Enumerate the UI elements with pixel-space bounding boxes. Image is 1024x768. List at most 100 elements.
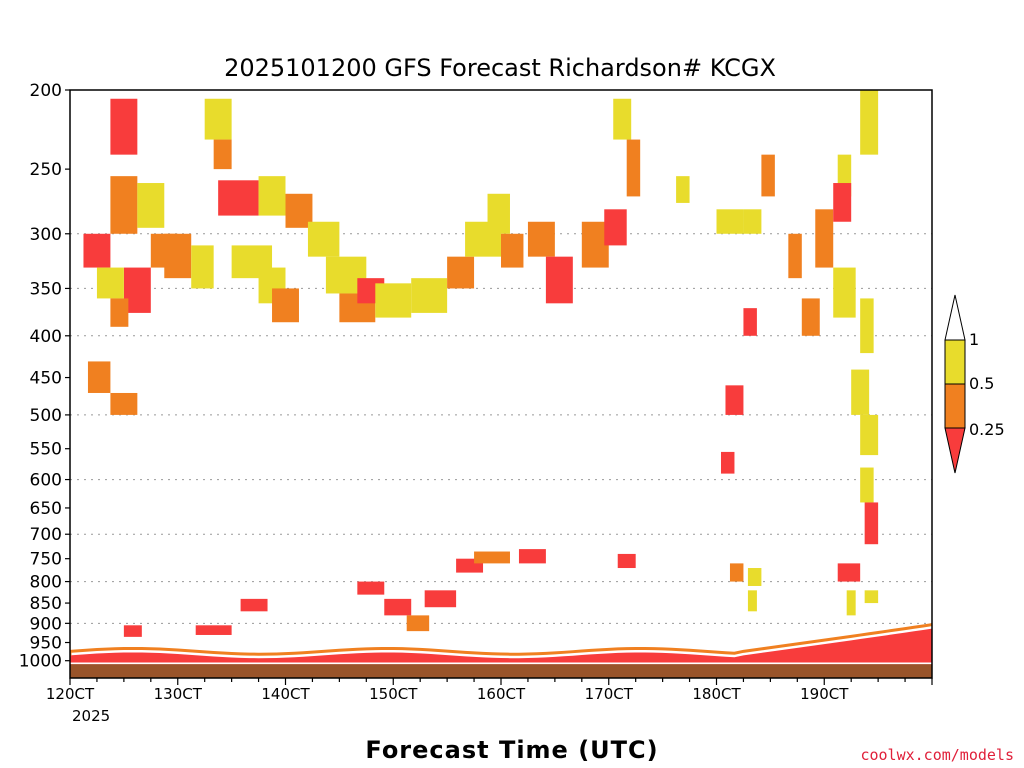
ri-cell: [87, 361, 111, 393]
colorbar-label-1: 1: [969, 330, 979, 349]
ri-cell: [110, 298, 129, 327]
plot-area: [69, 89, 933, 679]
ri-cell: [613, 98, 632, 140]
ri-cell: [110, 98, 138, 155]
ri-cell: [240, 598, 268, 612]
ri-cell: [123, 625, 142, 637]
y-tick-label: 500: [30, 406, 62, 426]
y-tick-label: 350: [30, 279, 62, 299]
x-tick-label: 130CT: [154, 685, 203, 703]
ri-cell: [617, 553, 636, 569]
terrain-fill: [70, 664, 932, 678]
ri-cell: [447, 256, 475, 289]
ri-cell: [164, 233, 192, 279]
colorbar: 1 0.5 0.25: [944, 294, 1005, 474]
x-axis-label: Forecast Time (UTC): [365, 736, 658, 764]
ri-cell: [110, 392, 138, 415]
ri-cell: [864, 590, 879, 604]
ri-cell: [860, 90, 879, 155]
ri-cell: [860, 467, 874, 503]
ri-cell: [424, 590, 457, 608]
colorbar-label-0.5: 0.5: [969, 374, 994, 393]
y-tick-label: 450: [30, 369, 62, 389]
y-axis: 200 250 300 350 400 450 500 550 600 650 700 750 8008…: [19, 81, 70, 672]
ri-cell: [501, 233, 524, 268]
y-tick-label: 750: [30, 550, 62, 570]
ri-cell: [761, 154, 775, 197]
ri-cell: [137, 183, 165, 228]
ri-cell: [191, 245, 214, 289]
ri-cell: [604, 209, 627, 246]
ri-cell: [837, 563, 861, 582]
ri-cell: [747, 568, 762, 586]
boundary-layer: [70, 623, 932, 665]
ri-cell: [788, 233, 802, 279]
colorbar-bin-yellow: [944, 339, 966, 385]
ri-cell: [218, 180, 259, 216]
y-tick-label: 300: [30, 225, 62, 245]
y-tick-label: 250: [30, 160, 62, 180]
ri-cell: [545, 256, 573, 304]
ri-cell: [518, 549, 546, 564]
ri-cell: [860, 298, 874, 354]
ri-cell: [384, 598, 412, 616]
ri-cell: [747, 590, 757, 612]
ri-cell: [851, 369, 870, 415]
boundary-layer-band: [70, 628, 932, 665]
ri-cell: [204, 98, 232, 140]
y-tick-label: 550: [30, 440, 62, 460]
ri-cell: [720, 451, 735, 474]
terrain: [70, 662, 932, 678]
x-tick-label: 120CT: [46, 685, 95, 703]
x-tick-label: 190CT: [800, 685, 849, 703]
ri-cell: [527, 221, 555, 257]
y-tick-label: 800: [30, 573, 62, 593]
chart-title: 2025101200 GFS Forecast Richardson# KCGX: [224, 54, 776, 82]
y-tick-label: 950: [30, 634, 62, 654]
ri-cell: [411, 278, 448, 313]
richardson-cells: [83, 90, 879, 637]
credit-link[interactable]: coolwx.com/models: [860, 746, 1014, 764]
y-tick-label: 1000: [19, 652, 62, 672]
ri-cell: [729, 563, 744, 582]
ri-cell: [272, 288, 299, 323]
ri-cell: [83, 233, 111, 268]
y-tick-label: 200: [30, 81, 62, 101]
ri-cell: [195, 625, 232, 635]
ri-cell: [743, 209, 762, 234]
x-year-label: 2025: [72, 707, 110, 725]
colorbar-bin-orange: [944, 383, 966, 429]
colorbar-bin-red: [944, 427, 966, 474]
ri-cell: [258, 176, 286, 216]
boundary-layer-edge: [70, 623, 932, 656]
ri-cell: [743, 308, 757, 336]
colorbar-upper-extension: [944, 294, 966, 341]
x-tick-label: 150CT: [369, 685, 418, 703]
ri-cell: [801, 298, 820, 336]
ri-cell: [357, 581, 385, 595]
plot-frame: [69, 89, 933, 679]
ri-cell: [375, 283, 412, 318]
x-tick-label: 180CT: [692, 685, 741, 703]
y-tick-label: 700: [30, 525, 62, 545]
x-tick-label: 140CT: [261, 685, 310, 703]
x-tick-label: 170CT: [585, 685, 634, 703]
x-axis: 120CT 130CT 140CT 150CT 160CT 170CT 180CT 190CT: [46, 678, 933, 703]
ri-cell: [213, 139, 232, 170]
ri-cell: [487, 193, 510, 234]
y-tick-label: 600: [30, 471, 62, 491]
ri-cell: [676, 176, 690, 203]
ri-cell: [626, 139, 641, 197]
y-tick-label: 650: [30, 499, 62, 519]
y-tick-label: 400: [30, 327, 62, 347]
ri-cell: [406, 615, 430, 632]
ri-cell: [474, 551, 510, 564]
ri-cell: [110, 176, 138, 234]
ri-cell: [864, 502, 879, 545]
ri-cell: [307, 221, 340, 257]
ri-cell: [815, 209, 834, 268]
x-tick-label: 160CT: [477, 685, 526, 703]
ri-cell: [833, 267, 856, 318]
gridlines: [70, 233, 932, 624]
